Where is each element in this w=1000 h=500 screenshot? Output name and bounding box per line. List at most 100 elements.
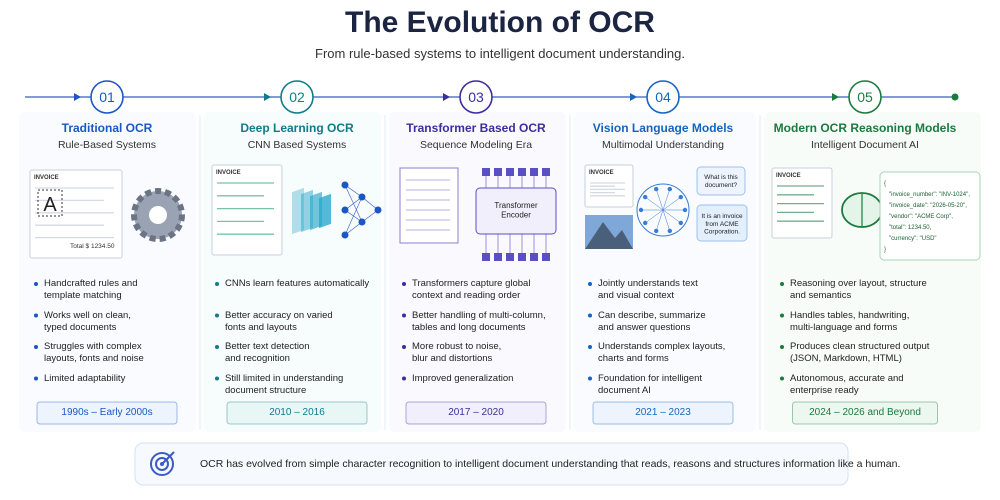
bullet: Improved generalization bbox=[412, 372, 514, 384]
bullet-dot bbox=[780, 313, 784, 318]
bullet-dot bbox=[34, 345, 38, 349]
doc-label: INVOICE bbox=[216, 170, 241, 176]
edge bbox=[645, 196, 664, 211]
period-pill bbox=[36, 401, 178, 425]
gear-hole bbox=[149, 206, 167, 224]
period: 2021 – 2023 bbox=[635, 407, 691, 418]
bullet: Foundation for intelligent document AI bbox=[598, 372, 703, 396]
bubble bbox=[696, 204, 748, 242]
bullet: Better text detection and recognition bbox=[225, 341, 310, 364]
stage-title: Vision Language Models bbox=[592, 121, 734, 135]
step-number: 05 bbox=[857, 89, 873, 105]
bullet: Handcrafted rules and template matching bbox=[44, 278, 138, 301]
document bbox=[399, 167, 459, 244]
edge bbox=[662, 196, 681, 211]
footer-box bbox=[134, 442, 849, 486]
period: 2010 – 2016 bbox=[269, 407, 325, 418]
bullet: Still limited in understanding document … bbox=[225, 372, 344, 396]
edge bbox=[344, 196, 363, 211]
bullet: Better handling of multi-column, tables … bbox=[412, 309, 546, 333]
token bbox=[506, 253, 514, 261]
bullet: Produces clean structured output (JSON, … bbox=[790, 341, 930, 364]
arrow bbox=[832, 93, 839, 101]
bullet-dot bbox=[34, 313, 38, 318]
step-circle bbox=[848, 80, 882, 114]
stage-title: Transformer Based OCR bbox=[406, 121, 546, 135]
mountain bbox=[585, 222, 633, 249]
bullet: Transformers capture global context and … bbox=[412, 278, 531, 301]
bullet: Better accuracy on varied fonts and layo… bbox=[225, 309, 333, 333]
document bbox=[29, 169, 123, 259]
step-number: 02 bbox=[289, 89, 305, 105]
period: 2024 – 2026 and Beyond bbox=[809, 407, 921, 418]
token bbox=[530, 253, 538, 261]
json-line: "invoice_date": "2026-05-20", bbox=[889, 203, 967, 209]
bullet: CNNs learn features automatically bbox=[225, 278, 370, 289]
bullet-dot bbox=[402, 282, 406, 286]
edge bbox=[344, 196, 363, 236]
bullet-dot bbox=[588, 345, 592, 349]
token bbox=[542, 253, 550, 261]
edge bbox=[662, 209, 671, 232]
document bbox=[211, 164, 283, 256]
period-pill bbox=[405, 401, 547, 425]
bullet-dot bbox=[588, 282, 592, 286]
arrow bbox=[443, 93, 450, 101]
period-pill bbox=[592, 401, 734, 425]
bubble bbox=[696, 166, 746, 196]
token bbox=[542, 168, 550, 176]
token bbox=[518, 168, 526, 176]
json-line: "currency": "USD" bbox=[889, 236, 937, 242]
target-arrow bbox=[161, 451, 175, 465]
stage-subtitle: Intelligent Document AI bbox=[811, 139, 919, 151]
bullet-dot bbox=[34, 376, 38, 381]
bullet-dot bbox=[215, 376, 219, 381]
token bbox=[506, 168, 514, 176]
period-pill bbox=[792, 401, 938, 425]
bullet-dot bbox=[780, 345, 784, 349]
bullet-dot bbox=[402, 313, 406, 318]
edge bbox=[655, 209, 664, 232]
target-icon bbox=[150, 452, 174, 476]
stage-title: Modern OCR Reasoning Models bbox=[773, 121, 957, 135]
node bbox=[358, 193, 366, 201]
bullet-dot bbox=[34, 282, 38, 286]
period: 2017 – 2020 bbox=[448, 407, 504, 418]
json-line: "total": 1234.50, bbox=[889, 225, 932, 231]
bullet: Works well on clean, typed documents bbox=[44, 309, 131, 333]
node bbox=[341, 206, 349, 214]
json-line: { bbox=[884, 181, 886, 187]
step-circle bbox=[90, 80, 124, 114]
token bbox=[530, 168, 538, 176]
bullet-dot bbox=[215, 313, 219, 318]
bullet-dot bbox=[588, 376, 592, 381]
step-number: 03 bbox=[468, 89, 484, 105]
stage-subtitle: Multimodal Understanding bbox=[602, 139, 724, 151]
answer: It is an invoice from ACME Corporation. bbox=[701, 213, 743, 236]
title: The Evolution of OCR bbox=[345, 6, 655, 39]
bullet-dot bbox=[588, 313, 592, 318]
step-number: 01 bbox=[99, 89, 115, 105]
bullet: Reasoning over layout, structure and sem… bbox=[790, 278, 927, 301]
doc-label: INVOICE bbox=[34, 175, 59, 181]
period-pill bbox=[226, 401, 368, 425]
bullet-dot bbox=[215, 345, 219, 349]
bullet: Can describe, summarize and answer quest… bbox=[598, 309, 706, 333]
bullet-dot bbox=[780, 376, 784, 381]
stage-subtitle: Sequence Modeling Era bbox=[419, 139, 533, 151]
bullet-dot bbox=[402, 376, 406, 381]
token bbox=[482, 253, 490, 261]
arrow bbox=[74, 93, 81, 101]
cnn-layer bbox=[319, 193, 331, 229]
edge bbox=[662, 188, 671, 211]
token bbox=[494, 168, 502, 176]
bullet: Limited adaptability bbox=[44, 372, 126, 384]
bullet-dot bbox=[402, 345, 406, 349]
step-circle bbox=[459, 80, 493, 114]
arrow bbox=[264, 93, 271, 101]
step-circle bbox=[280, 80, 314, 114]
bullet: More robust to noise, blur and distortio… bbox=[412, 341, 502, 364]
node bbox=[341, 181, 349, 189]
bullet-dot bbox=[780, 282, 784, 286]
